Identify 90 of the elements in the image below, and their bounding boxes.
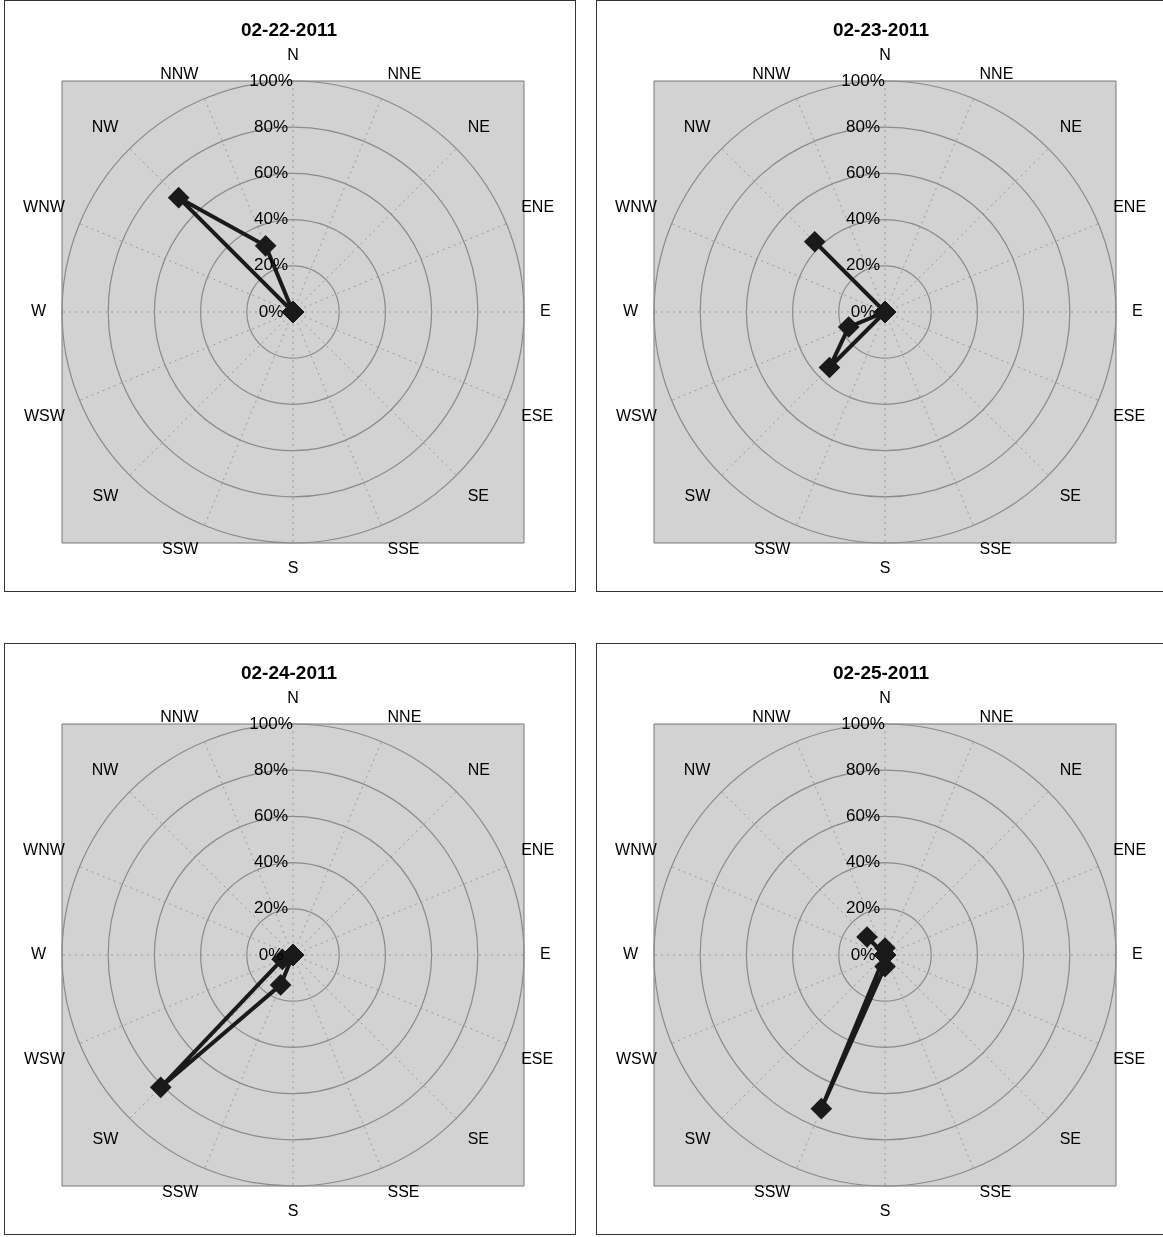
spoke-label: SW <box>684 486 712 504</box>
spoke-label: NE <box>467 761 490 779</box>
spoke-label: E <box>1132 302 1143 320</box>
spoke-label: W <box>622 945 639 963</box>
spoke-label: N <box>287 45 299 63</box>
spoke-label: SSW <box>162 540 200 558</box>
y-tick-label: 80% <box>845 116 881 136</box>
spoke-label: ENE <box>521 198 555 216</box>
y-tick-label: 20% <box>845 898 881 918</box>
spoke-label: NNE <box>979 707 1014 725</box>
spoke-label: NNE <box>387 64 422 82</box>
spoke-label: ENE <box>1113 841 1147 859</box>
y-tick-label: 0% <box>850 944 876 964</box>
spoke-label: SSE <box>387 540 420 558</box>
spoke-label: NNW <box>752 707 792 725</box>
spoke-label: NE <box>1059 118 1082 136</box>
spoke-label: SSE <box>979 1183 1012 1201</box>
y-tick-label: 60% <box>845 163 881 183</box>
spoke-label: NE <box>467 118 490 136</box>
spoke-label: NW <box>683 118 712 136</box>
spoke-label: WNW <box>615 198 658 216</box>
spoke-label: WSW <box>23 1049 66 1067</box>
spoke-label: NW <box>683 761 712 779</box>
spoke-label: S <box>879 559 891 577</box>
y-tick-label: 100% <box>841 70 885 90</box>
spoke-label: W <box>30 945 47 963</box>
spoke-label: SW <box>92 486 120 504</box>
spoke-label: WNW <box>615 841 658 859</box>
chart-title: 02-22-2011 <box>240 18 338 40</box>
spoke-label: NNE <box>387 707 422 725</box>
spoke-label: N <box>879 45 891 63</box>
spoke-label: SE <box>467 486 489 504</box>
spoke-label: NW <box>91 118 120 136</box>
spoke-label: WSW <box>615 1049 658 1067</box>
chart-title: 02-25-2011 <box>832 661 930 683</box>
y-tick-label: 0% <box>850 301 876 321</box>
spoke-label: SSW <box>162 1183 200 1201</box>
y-tick-label: 40% <box>845 209 881 229</box>
y-tick-label: 40% <box>253 852 289 872</box>
y-tick-label: 100% <box>249 713 293 733</box>
y-tick-label: 20% <box>845 255 881 275</box>
spoke-label: E <box>1132 945 1143 963</box>
y-tick-label: 40% <box>845 852 881 872</box>
y-tick-label: 100% <box>249 70 293 90</box>
spoke-label: W <box>622 302 639 320</box>
y-tick-label: 40% <box>253 209 289 229</box>
spoke-label: SSW <box>754 540 792 558</box>
spoke-label: SE <box>1059 1129 1081 1147</box>
y-tick-label: 80% <box>253 759 289 779</box>
spoke-label: NE <box>1059 761 1082 779</box>
spoke-label: SE <box>467 1129 489 1147</box>
y-tick-label: 60% <box>253 163 289 183</box>
spoke-label: E <box>540 945 551 963</box>
spoke-label: NNW <box>160 64 200 82</box>
spoke-label: NNW <box>752 64 792 82</box>
spoke-label: N <box>287 688 299 706</box>
spoke-label: SSE <box>979 540 1012 558</box>
spoke-label: S <box>287 1202 299 1220</box>
spoke-label: S <box>879 1202 891 1220</box>
spoke-label: S <box>287 559 299 577</box>
spoke-label: SW <box>684 1129 712 1147</box>
spoke-label: ESE <box>1113 406 1146 424</box>
spoke-label: ESE <box>1113 1049 1146 1067</box>
spoke-label: SW <box>92 1129 120 1147</box>
chart-title: 02-24-2011 <box>240 661 338 683</box>
spoke-label: SSE <box>387 1183 420 1201</box>
spoke-label: NNE <box>979 64 1014 82</box>
y-tick-label: 80% <box>253 116 289 136</box>
y-tick-label: 100% <box>841 713 885 733</box>
spoke-label: NNW <box>160 707 200 725</box>
y-tick-label: 60% <box>253 806 289 826</box>
spoke-label: WNW <box>23 198 66 216</box>
y-tick-label: 80% <box>845 759 881 779</box>
spoke-label: ENE <box>1113 198 1147 216</box>
spoke-label: ESE <box>521 406 554 424</box>
y-tick-label: 20% <box>253 898 289 918</box>
spoke-label: WSW <box>23 406 66 424</box>
spoke-label: E <box>540 302 551 320</box>
spoke-label: ENE <box>521 841 555 859</box>
spoke-label: WNW <box>23 841 66 859</box>
spoke-label: ESE <box>521 1049 554 1067</box>
y-tick-label: 0% <box>258 301 284 321</box>
spoke-label: WSW <box>615 406 658 424</box>
spoke-label: NW <box>91 761 120 779</box>
spoke-label: N <box>879 688 891 706</box>
chart-title: 02-23-2011 <box>832 18 930 40</box>
y-tick-label: 60% <box>845 806 881 826</box>
spoke-label: SE <box>1059 486 1081 504</box>
spoke-label: SSW <box>754 1183 792 1201</box>
spoke-label: W <box>30 302 47 320</box>
